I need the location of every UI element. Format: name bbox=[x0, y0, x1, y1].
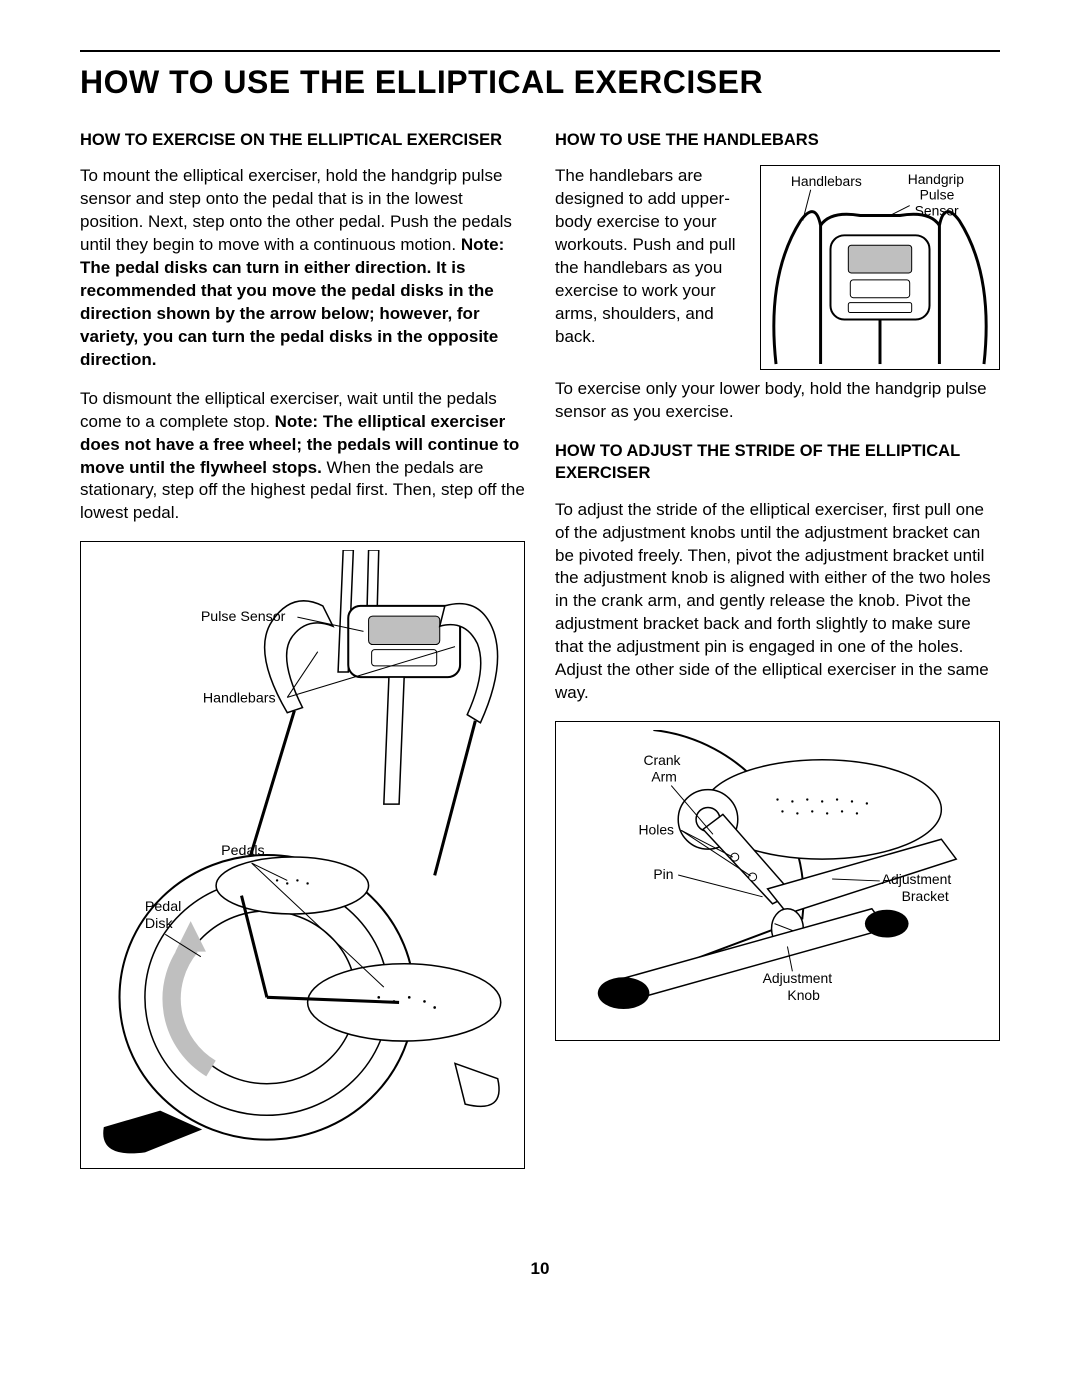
label-adj-knob-b: Knob bbox=[787, 987, 820, 1003]
label-pulse-sensor: Pulse Sensor bbox=[201, 609, 286, 625]
label-pedal-disk-b: Disk bbox=[145, 917, 174, 933]
label-handgrip-a: Handgrip bbox=[908, 171, 965, 187]
label-adj-bracket-b: Bracket bbox=[902, 888, 949, 904]
label-adj-knob-a: Adjustment bbox=[763, 970, 833, 986]
label-handlebars: Handlebars bbox=[203, 691, 276, 707]
right-p2: To exercise only your lower body, hold t… bbox=[555, 378, 1000, 424]
left-column: HOW TO EXERCISE ON THE ELLIPTICAL EXERCI… bbox=[80, 129, 525, 1169]
right-heading-1: HOW TO USE THE HANDLEBARS bbox=[555, 129, 1000, 151]
label-pin: Pin bbox=[653, 866, 673, 882]
page-number: 10 bbox=[80, 1259, 1000, 1279]
figure-elliptical-machine: Pulse Sensor Handlebars Pedals Pedal Dis… bbox=[80, 541, 525, 1169]
label-holes: Holes bbox=[638, 821, 674, 837]
page-title: HOW TO USE THE ELLIPTICAL EXERCISER bbox=[80, 64, 1000, 101]
left-para-2: To dismount the elliptical exerciser, wa… bbox=[80, 388, 525, 526]
right-p3: To adjust the stride of the elliptical e… bbox=[555, 499, 1000, 705]
label-handgrip-b: Pulse bbox=[920, 187, 955, 203]
label-crank-a: Crank bbox=[643, 752, 680, 768]
figure-stride-adjustment: Crank Arm Holes Pin Adjustment Bracket A… bbox=[555, 721, 1000, 1041]
right-heading-2: HOW TO ADJUST THE STRIDE OF THE ELLIPTIC… bbox=[555, 440, 1000, 485]
right-column: HOW TO USE THE HANDLEBARS Handlebars H bbox=[555, 129, 1000, 1169]
left-p1b: Note: The pedal disks can turn in either… bbox=[80, 235, 504, 369]
label-pedal-disk-a: Pedal bbox=[145, 899, 181, 915]
left-p1a: To mount the elliptical exerciser, hold … bbox=[80, 166, 512, 254]
left-heading: HOW TO EXERCISE ON THE ELLIPTICAL EXERCI… bbox=[80, 129, 525, 151]
left-para-1: To mount the elliptical exerciser, hold … bbox=[80, 165, 525, 371]
label-handgrip-c: Sensor bbox=[915, 203, 959, 219]
figure-handlebars-console: Handlebars Handgrip Pulse Sensor bbox=[760, 165, 1000, 370]
label-crank-b: Arm bbox=[651, 769, 676, 785]
two-column-layout: HOW TO EXERCISE ON THE ELLIPTICAL EXERCI… bbox=[80, 129, 1000, 1169]
label-adj-bracket-a: Adjustment bbox=[882, 871, 952, 887]
top-rule bbox=[80, 50, 1000, 52]
label-pedals: Pedals bbox=[221, 843, 264, 859]
label-handlebars-small: Handlebars bbox=[791, 173, 862, 189]
